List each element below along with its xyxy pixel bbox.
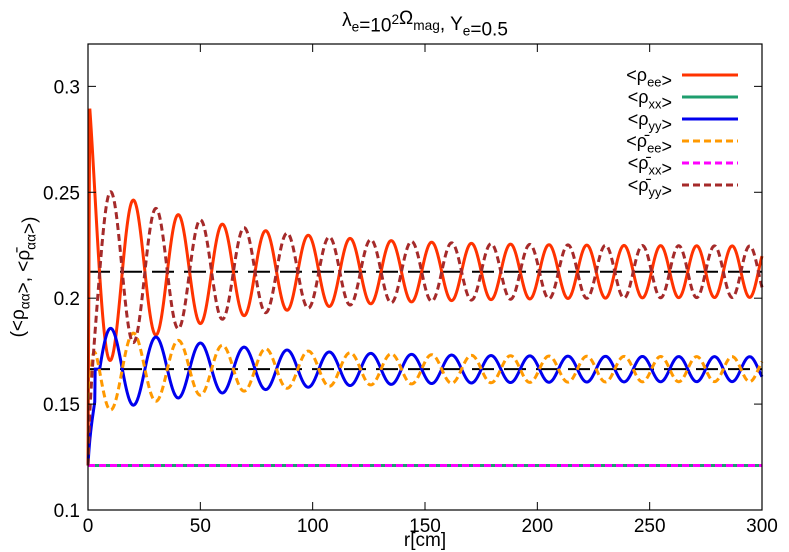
- series-line-6: [86, 190, 764, 466]
- legend-label-1: <ρee>: [626, 65, 672, 90]
- series-layer: [86, 108, 764, 468]
- y-axis: 0.1 0.15 0.2 0.25 0.3: [43, 77, 762, 522]
- x-tick-label: 250: [634, 516, 666, 537]
- legend-label-5: <ρ̄xx>: [628, 153, 672, 178]
- y-tick-label: 0.1: [54, 501, 80, 522]
- x-tick-label: 200: [521, 516, 553, 537]
- series-line-1: [86, 108, 764, 466]
- legend: <ρee><ρxx><ρyy><ρ̄ee><ρ̄xx><ρ̄yy>: [626, 65, 738, 200]
- y-tick-label: 0.3: [54, 77, 80, 98]
- legend-label-6: <ρ̄yy>: [628, 175, 672, 200]
- series-line-3: [86, 326, 764, 466]
- x-axis-label: r[cm]: [404, 530, 446, 551]
- x-tick-label: 300: [746, 516, 778, 537]
- x-tick-label: 50: [190, 516, 211, 537]
- x-tick-label: 150: [409, 516, 441, 537]
- legend-label-4: <ρ̄ee>: [626, 131, 672, 156]
- y-tick-label: 0.25: [43, 183, 80, 204]
- y-axis-label: (<ραα>, <ρ̄αα>): [8, 217, 40, 338]
- reference-lines: [88, 270, 762, 371]
- series-line-4: [86, 331, 764, 466]
- x-axis: 0 50 100 150 200 250 300: [83, 44, 778, 537]
- x-tick-label: 100: [297, 516, 329, 537]
- legend-label-2: <ρxx>: [628, 87, 672, 112]
- y-tick-label: 0.2: [54, 289, 80, 310]
- y-tick-label: 0.15: [43, 395, 80, 416]
- chart-title: λe=102Ωmag, Ye=0.5: [342, 8, 508, 40]
- x-tick-label: 0: [83, 516, 94, 537]
- legend-label-3: <ρyy>: [628, 109, 672, 134]
